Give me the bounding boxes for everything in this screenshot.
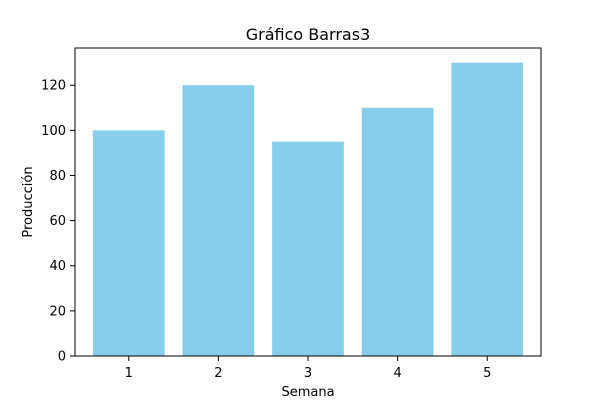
x-tick-label: 1	[125, 366, 133, 381]
x-axis: 1 2 3 4 5	[125, 356, 491, 381]
y-tick-label: 100	[41, 124, 66, 139]
x-axis-label: Semana	[281, 385, 334, 400]
y-tick-label: 60	[49, 214, 66, 229]
x-tick-label: 5	[483, 366, 491, 381]
y-tick-label: 120	[41, 79, 66, 94]
x-tick-label: 3	[304, 366, 312, 381]
y-axis-label: Producción	[21, 166, 36, 237]
plot-frame	[74, 47, 542, 357]
chart-title: Gráfico Barras3	[246, 25, 371, 44]
y-tick-label: 80	[49, 169, 66, 184]
bar-week-3	[272, 141, 344, 356]
bar-week-1	[92, 130, 165, 356]
x-tick-label: 4	[393, 366, 401, 381]
x-tick-label: 2	[214, 366, 222, 381]
bar-week-2	[182, 85, 255, 356]
bar-week-5	[451, 62, 524, 357]
y-tick-label: 20	[49, 304, 66, 319]
bars	[92, 62, 524, 357]
y-axis: 0 20 40 60 80 100 120	[41, 79, 75, 365]
y-tick-label: 40	[49, 259, 66, 274]
bar-week-4	[361, 107, 434, 356]
y-tick-label: 0	[58, 350, 66, 365]
